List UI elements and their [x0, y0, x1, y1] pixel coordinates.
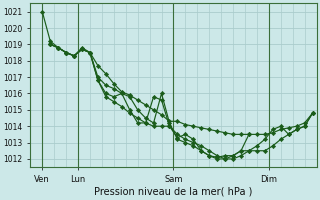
X-axis label: Pression niveau de la mer( hPa ): Pression niveau de la mer( hPa ): [94, 187, 252, 197]
